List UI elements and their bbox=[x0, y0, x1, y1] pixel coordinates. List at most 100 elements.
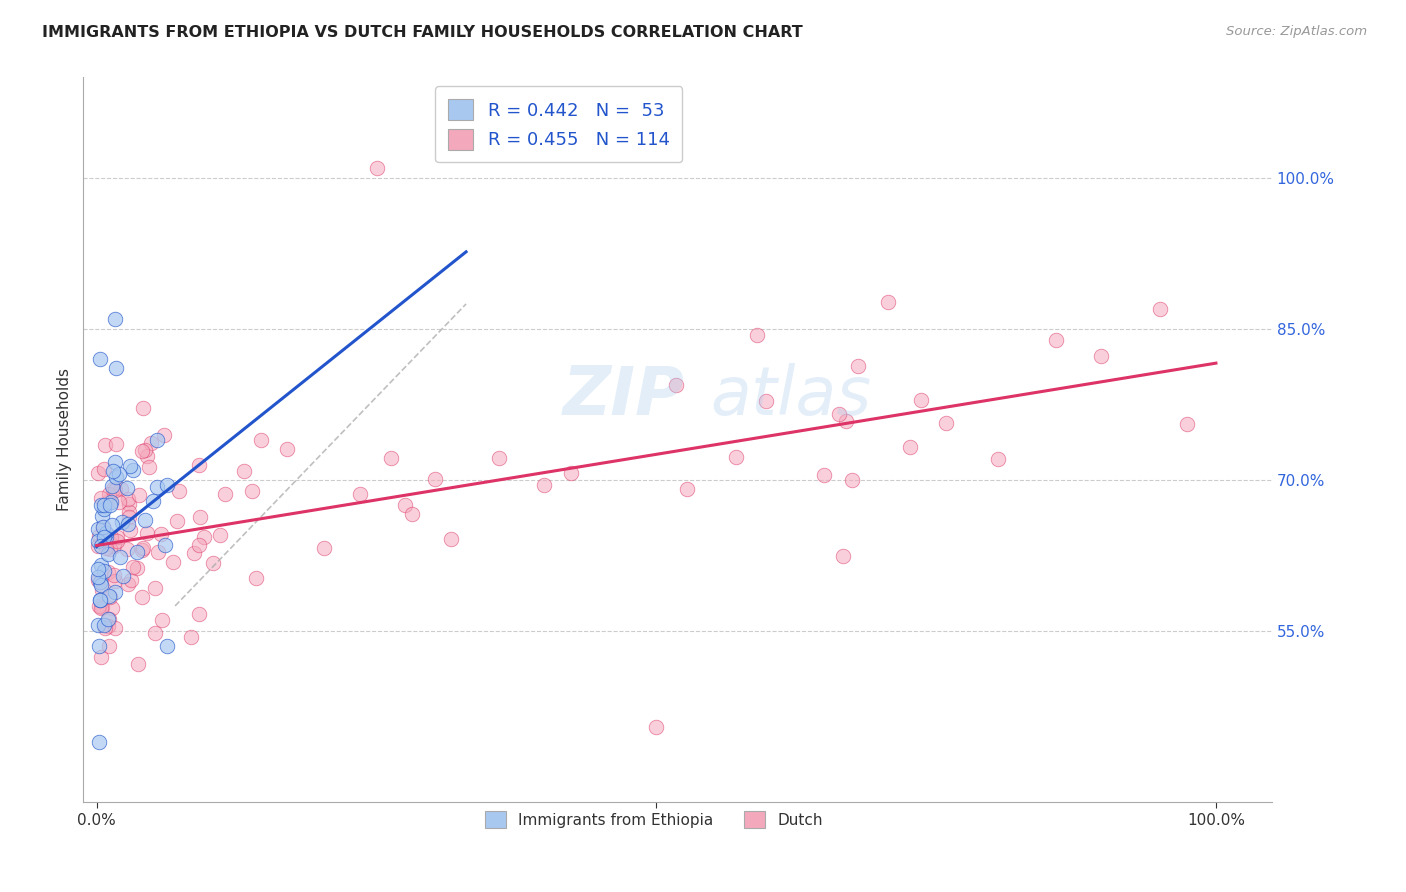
Point bbox=[131, 542, 153, 557]
Point bbox=[167, 483, 190, 498]
Point bbox=[401, 508, 423, 522]
Point bbox=[146, 545, 169, 559]
Point bbox=[101, 464, 124, 478]
Point bbox=[725, 450, 748, 465]
Point bbox=[97, 565, 120, 579]
Point bbox=[104, 622, 127, 636]
Point bbox=[1149, 301, 1171, 316]
Point bbox=[143, 581, 166, 595]
Point bbox=[115, 481, 138, 495]
Point bbox=[93, 499, 115, 513]
Point bbox=[145, 480, 167, 494]
Point bbox=[94, 526, 117, 541]
Point bbox=[245, 571, 267, 585]
Point bbox=[117, 517, 139, 532]
Point bbox=[110, 483, 132, 497]
Point bbox=[118, 458, 141, 473]
Point bbox=[110, 515, 132, 529]
Point bbox=[122, 560, 145, 574]
Point bbox=[142, 494, 165, 508]
Point bbox=[134, 442, 156, 457]
Point bbox=[87, 570, 110, 584]
Point bbox=[121, 463, 143, 477]
Point bbox=[87, 573, 110, 587]
Point bbox=[125, 560, 148, 574]
Point bbox=[104, 470, 127, 484]
Point bbox=[152, 613, 174, 627]
Text: atlas: atlas bbox=[710, 363, 872, 429]
Point bbox=[846, 359, 869, 373]
Point bbox=[94, 438, 117, 452]
Point bbox=[898, 441, 921, 455]
Point bbox=[97, 547, 120, 561]
Point bbox=[93, 530, 115, 544]
Point bbox=[93, 462, 115, 476]
Point bbox=[828, 407, 851, 421]
Point bbox=[100, 498, 122, 512]
Point bbox=[108, 549, 131, 564]
Point bbox=[156, 639, 179, 653]
Point bbox=[187, 458, 209, 473]
Point bbox=[90, 578, 112, 592]
Point bbox=[87, 529, 110, 543]
Point bbox=[935, 416, 957, 430]
Point bbox=[87, 617, 110, 632]
Point bbox=[91, 520, 114, 534]
Point bbox=[118, 510, 141, 524]
Point bbox=[832, 549, 855, 563]
Point bbox=[87, 539, 110, 553]
Point bbox=[104, 361, 127, 376]
Point bbox=[104, 436, 127, 450]
Point bbox=[131, 444, 153, 458]
Point bbox=[100, 600, 122, 615]
Point bbox=[101, 483, 124, 497]
Point bbox=[134, 513, 156, 527]
Point bbox=[115, 542, 138, 557]
Point bbox=[149, 527, 172, 541]
Point bbox=[118, 497, 141, 511]
Point bbox=[560, 466, 582, 480]
Point bbox=[104, 312, 127, 326]
Point bbox=[93, 502, 115, 516]
Point bbox=[107, 467, 129, 482]
Point bbox=[1175, 417, 1198, 431]
Point bbox=[100, 518, 122, 533]
Point bbox=[394, 499, 416, 513]
Point bbox=[423, 472, 446, 486]
Point bbox=[128, 488, 150, 502]
Point bbox=[135, 526, 157, 541]
Point bbox=[249, 433, 271, 447]
Point bbox=[87, 735, 110, 749]
Point bbox=[87, 561, 110, 575]
Point bbox=[1045, 333, 1067, 347]
Point bbox=[877, 295, 900, 310]
Point bbox=[93, 520, 115, 534]
Point bbox=[188, 509, 211, 524]
Point bbox=[910, 393, 932, 408]
Point bbox=[132, 541, 155, 556]
Point bbox=[180, 631, 202, 645]
Point bbox=[96, 530, 118, 544]
Point bbox=[131, 591, 153, 605]
Point bbox=[93, 564, 115, 578]
Point bbox=[90, 600, 112, 615]
Point bbox=[214, 487, 236, 501]
Point bbox=[98, 639, 121, 653]
Point bbox=[105, 531, 128, 545]
Point bbox=[98, 487, 121, 501]
Point bbox=[91, 582, 114, 597]
Point bbox=[143, 625, 166, 640]
Point bbox=[87, 466, 110, 480]
Point bbox=[90, 499, 112, 513]
Point bbox=[117, 491, 139, 506]
Y-axis label: Family Households: Family Households bbox=[58, 368, 72, 511]
Point bbox=[104, 483, 127, 497]
Point bbox=[98, 541, 121, 556]
Point bbox=[104, 585, 127, 599]
Point bbox=[349, 487, 371, 501]
Point bbox=[104, 574, 127, 588]
Point bbox=[193, 530, 215, 544]
Point bbox=[91, 599, 114, 614]
Point bbox=[90, 539, 112, 553]
Point bbox=[813, 468, 835, 483]
